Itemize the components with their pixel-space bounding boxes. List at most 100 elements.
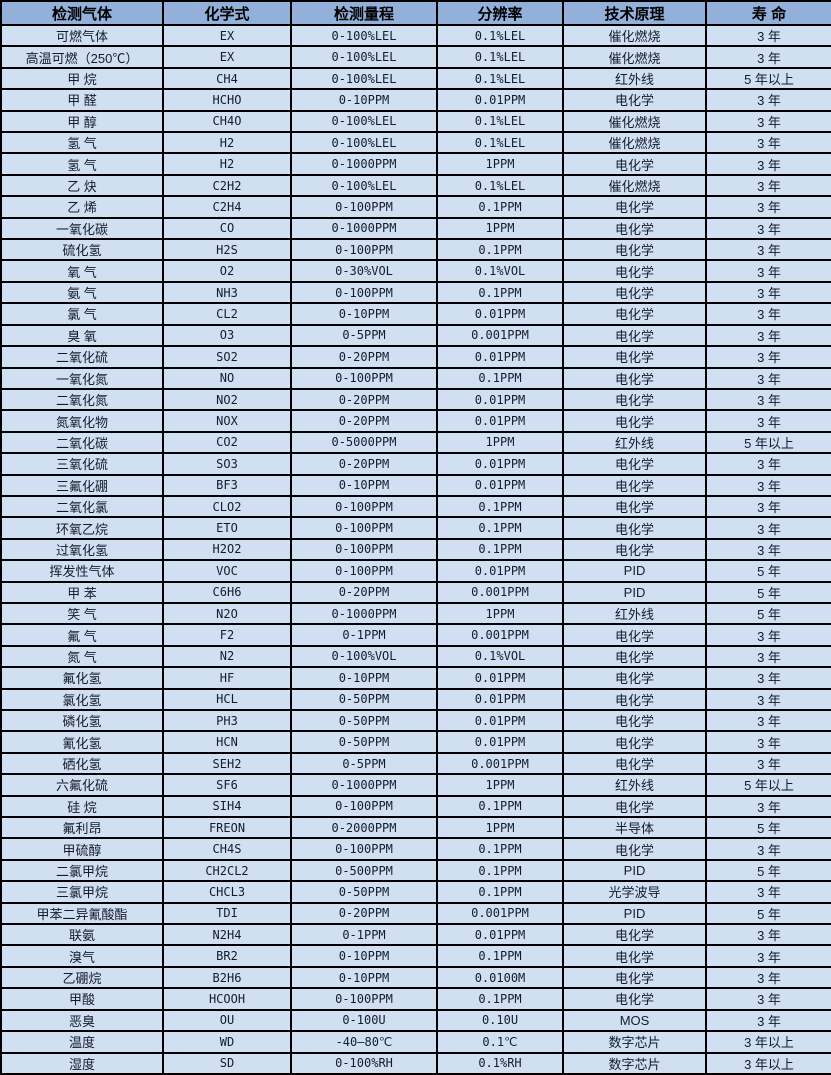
cell-lifespan: 3 年 xyxy=(705,473,831,497)
cell-gas: 一氧化氮 xyxy=(0,366,164,390)
cell-resolution: 0.001PPM xyxy=(436,323,564,348)
cell-lifespan: 5 年 xyxy=(705,901,831,926)
cell-range: 0-10PPM xyxy=(290,88,438,112)
cell-principle: 电化学 xyxy=(562,152,707,176)
cell-formula: FREON xyxy=(162,816,292,840)
cell-range: 0-500PPM xyxy=(290,858,438,883)
cell-range: 0-100PPM xyxy=(290,537,438,562)
cell-range: 0-5000PPM xyxy=(290,430,438,455)
cell-principle: 电化学 xyxy=(562,345,707,369)
cell-range: 0-100PPM xyxy=(290,280,438,305)
cell-formula: VOC xyxy=(162,559,292,583)
cell-gas: 硅 烷 xyxy=(0,794,164,819)
table-row: 氮氧化物 NOX 0-20PPM 0.01PPM 电化学 3 年 xyxy=(0,409,831,433)
cell-resolution: 0.001PPM xyxy=(436,623,564,647)
cell-resolution: 1PPM xyxy=(436,601,564,626)
cell-gas: 环氧乙烷 xyxy=(0,516,164,540)
cell-gas: 可燃气体 xyxy=(0,23,164,48)
cell-gas: 氰化氢 xyxy=(0,730,164,754)
table-row: 甲 烷 CH4 0-100%LEL 0.1%LEL 红外线 5 年以上 xyxy=(0,66,831,91)
cell-formula: CH4 xyxy=(162,66,292,91)
cell-range: 0-100PPM xyxy=(290,516,438,540)
cell-formula: C2H2 xyxy=(162,173,292,198)
cell-lifespan: 5 年以上 xyxy=(705,66,831,91)
cell-resolution: 0.1PPM xyxy=(436,794,564,819)
cell-lifespan: 5 年 xyxy=(705,580,831,604)
cell-lifespan: 3 年 xyxy=(705,494,831,519)
cell-lifespan: 3 年 xyxy=(705,323,831,348)
cell-gas: 六氟化硫 xyxy=(0,773,164,797)
cell-range: 0-100%LEL xyxy=(290,131,438,155)
cell-resolution: 0.1PPM xyxy=(436,516,564,540)
table-row: 温度 WD -40—80℃ 0.1℃ 数字芯片 3 年以上 xyxy=(0,1030,831,1054)
cell-resolution: 0.01PPM xyxy=(436,302,564,326)
cell-principle: 电化学 xyxy=(562,473,707,497)
table-row: 甲 醛 HCHO 0-10PPM 0.01PPM 电化学 3 年 xyxy=(0,88,831,112)
cell-range: 0-100PPM xyxy=(290,837,438,861)
table-row: 氟 气 F2 0-1PPM 0.001PPM 电化学 3 年 xyxy=(0,623,831,647)
cell-lifespan: 3 年 xyxy=(705,687,831,712)
cell-formula: N2O xyxy=(162,601,292,626)
table-row: 甲硫醇 CH4S 0-100PPM 0.1PPM 电化学 3 年 xyxy=(0,837,831,861)
cell-gas: 乙 烯 xyxy=(0,195,164,219)
table-header-row: 检测气体 化学式 检测量程 分辨率 技术原理 寿 命 xyxy=(0,0,831,26)
table-row: 三氟化硼 BF3 0-10PPM 0.01PPM 电化学 3 年 xyxy=(0,473,831,497)
cell-range: 0-100%RH xyxy=(290,1051,438,1075)
cell-principle: 红外线 xyxy=(562,773,707,797)
cell-principle: 红外线 xyxy=(562,601,707,626)
cell-resolution: 0.1PPM xyxy=(436,880,564,904)
cell-resolution: 0.1℃ xyxy=(436,1030,564,1054)
cell-range: 0-100PPM xyxy=(290,195,438,219)
table-row: 挥发性气体 VOC 0-100PPM 0.01PPM PID 5 年 xyxy=(0,559,831,583)
cell-formula: SF6 xyxy=(162,773,292,797)
table-row: 氧 气 O2 0-30%VOL 0.1%VOL 电化学 3 年 xyxy=(0,259,831,283)
table-row: 氯 气 CL2 0-10PPM 0.01PPM 电化学 3 年 xyxy=(0,302,831,326)
cell-gas: 溴气 xyxy=(0,944,164,968)
cell-range: 0-100%LEL xyxy=(290,45,438,69)
cell-principle: 电化学 xyxy=(562,494,707,519)
cell-range: 0-20PPM xyxy=(290,387,438,412)
cell-resolution: 0.1PPM xyxy=(436,366,564,390)
cell-lifespan: 3 年 xyxy=(705,23,831,48)
table-row: 硫化氢 H2S 0-100PPM 0.1PPM 电化学 3 年 xyxy=(0,238,831,262)
cell-resolution: 0.1%VOL xyxy=(436,259,564,283)
cell-lifespan: 3 年以上 xyxy=(705,1051,831,1075)
cell-formula: CH4O xyxy=(162,109,292,134)
table-row: 可燃气体 EX 0-100%LEL 0.1%LEL 催化燃烧 3 年 xyxy=(0,23,831,48)
cell-principle: 催化燃烧 xyxy=(562,23,707,48)
table-row: 二氧化碳 CO2 0-5000PPM 1PPM 红外线 5 年以上 xyxy=(0,430,831,455)
cell-gas: 氧 气 xyxy=(0,259,164,283)
cell-range: 0-30%VOL xyxy=(290,259,438,283)
cell-principle: 电化学 xyxy=(562,452,707,476)
table-row: 二氧化氮 NO2 0-20PPM 0.01PPM 电化学 3 年 xyxy=(0,387,831,412)
cell-formula: CHCL3 xyxy=(162,880,292,904)
cell-gas: 三氧化硫 xyxy=(0,452,164,476)
cell-gas: 甲苯二异氰酸酯 xyxy=(0,901,164,926)
cell-lifespan: 3 年 xyxy=(705,666,831,690)
cell-lifespan: 3 年 xyxy=(705,259,831,283)
cell-lifespan: 3 年 xyxy=(705,794,831,819)
table-row: 六氟化硫 SF6 0-1000PPM 1PPM 红外线 5 年以上 xyxy=(0,773,831,797)
cell-range: 0-10PPM xyxy=(290,302,438,326)
cell-principle: 电化学 xyxy=(562,687,707,712)
cell-resolution: 0.01PPM xyxy=(436,923,564,947)
cell-principle: PID xyxy=(562,858,707,883)
cell-gas: 一氧化碳 xyxy=(0,216,164,241)
cell-range: 0-10PPM xyxy=(290,944,438,968)
col-header-lifespan: 寿 命 xyxy=(705,0,831,26)
table-row: 硒化氢 SEH2 0-5PPM 0.001PPM 电化学 3 年 xyxy=(0,751,831,776)
cell-resolution: 0.001PPM xyxy=(436,901,564,926)
cell-range: 0-5PPM xyxy=(290,751,438,776)
cell-lifespan: 3 年 xyxy=(705,88,831,112)
cell-formula: BR2 xyxy=(162,944,292,968)
cell-formula: NO2 xyxy=(162,387,292,412)
cell-lifespan: 3 年 xyxy=(705,965,831,990)
cell-lifespan: 3 年 xyxy=(705,345,831,369)
cell-lifespan: 3 年 xyxy=(705,109,831,134)
cell-lifespan: 3 年 xyxy=(705,452,831,476)
table-row: 甲 醇 CH4O 0-100%LEL 0.1%LEL 催化燃烧 3 年 xyxy=(0,109,831,134)
cell-resolution: 0.1PPM xyxy=(436,238,564,262)
col-header-resolution: 分辨率 xyxy=(436,0,564,26)
cell-formula: B2H6 xyxy=(162,965,292,990)
